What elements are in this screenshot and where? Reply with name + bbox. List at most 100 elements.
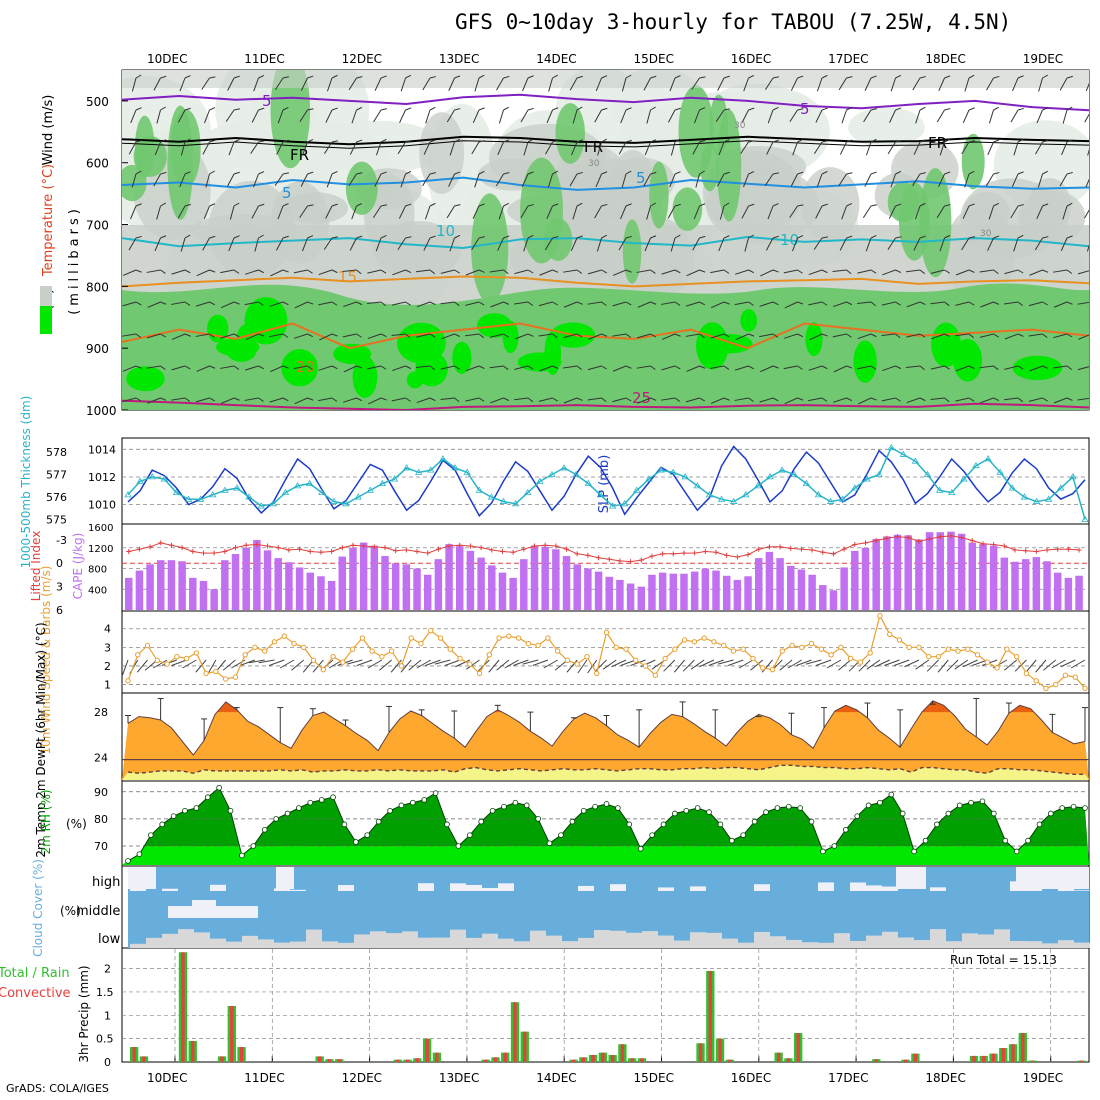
wind-barb-flag bbox=[821, 397, 828, 402]
precip-conv-bar bbox=[581, 1057, 586, 1062]
wind-barb bbox=[201, 77, 210, 90]
wind-barb bbox=[227, 77, 235, 91]
wind10m-marker bbox=[164, 661, 170, 667]
cape-bar bbox=[327, 580, 336, 610]
isotherm-line bbox=[122, 135, 1089, 146]
wind10m-barb bbox=[488, 659, 500, 673]
wind-barb bbox=[685, 333, 700, 337]
wind-barb-flag bbox=[454, 301, 460, 307]
wind-barb-flag bbox=[135, 203, 142, 207]
wind-barb bbox=[391, 301, 406, 306]
wind-barb-flag bbox=[723, 171, 730, 175]
precip-conv-bar bbox=[396, 1059, 400, 1062]
wind-barb bbox=[245, 269, 259, 275]
wind-barb-flag bbox=[699, 365, 706, 369]
wind-barb bbox=[122, 269, 137, 276]
rh-moist-blob bbox=[135, 115, 155, 178]
cape-bar bbox=[1064, 577, 1073, 610]
thickness-marker bbox=[1008, 484, 1017, 491]
thickness-marker bbox=[427, 466, 435, 473]
cape-bar bbox=[199, 580, 208, 610]
wind-barb bbox=[1036, 205, 1043, 219]
wind10m-barb bbox=[1051, 659, 1066, 669]
wind-barb-flag bbox=[307, 235, 314, 239]
rh-moist-blob bbox=[672, 187, 703, 231]
thickness-marker bbox=[402, 464, 411, 471]
wind-barb bbox=[710, 365, 725, 369]
thickness-marker bbox=[620, 500, 629, 507]
wind-barb bbox=[400, 77, 406, 92]
thickness-marker bbox=[1020, 493, 1029, 500]
wind-barb-flag bbox=[527, 107, 534, 111]
wind-barb-flag bbox=[674, 138, 681, 143]
wind-barb-flag bbox=[895, 236, 902, 239]
wind-barb-flag bbox=[772, 203, 779, 207]
wind10m-marker bbox=[310, 657, 317, 664]
precip-conv-bar bbox=[191, 1040, 195, 1062]
wind-barb-flag bbox=[380, 269, 387, 274]
wind-barb bbox=[838, 77, 847, 91]
wind-barb-flag bbox=[307, 108, 314, 111]
wind-barb bbox=[718, 237, 725, 252]
wind-barb-flag bbox=[870, 301, 876, 307]
cape-bar bbox=[808, 574, 816, 610]
cape-tick-label: 800 bbox=[88, 565, 107, 576]
wind-barb-flag bbox=[1066, 235, 1073, 239]
wind-barb-flag bbox=[1017, 75, 1024, 79]
wind-barb bbox=[1087, 148, 1089, 156]
wind-barb-flag bbox=[478, 365, 485, 369]
rh2m-marker bbox=[170, 813, 177, 819]
wind-barb bbox=[416, 269, 431, 273]
precip-conv-bar bbox=[698, 1043, 703, 1062]
wind-barb-flag bbox=[160, 301, 167, 305]
thickness-marker bbox=[160, 475, 169, 482]
wind-barb-flag bbox=[454, 204, 461, 207]
wind-barb bbox=[832, 333, 847, 338]
wind-barb bbox=[1010, 109, 1019, 123]
rh2m-marker bbox=[523, 802, 530, 809]
cape-bar bbox=[370, 545, 379, 610]
wind-barb-flag bbox=[601, 203, 608, 207]
rh-saturated-blob bbox=[517, 352, 562, 372]
thickness-marker bbox=[1044, 495, 1053, 502]
wind-barb-flag bbox=[1066, 139, 1073, 143]
wind-barb-flag bbox=[895, 140, 902, 143]
wind10m-barb bbox=[866, 659, 881, 670]
wind-barb bbox=[269, 301, 284, 307]
label-cloud-low: low bbox=[98, 932, 121, 947]
cape-bar bbox=[541, 546, 549, 610]
cloud-low-block bbox=[802, 942, 818, 948]
wind-barb-flag bbox=[478, 107, 485, 111]
wind-barb bbox=[644, 141, 651, 156]
rh-gray-blob bbox=[1018, 190, 1086, 244]
cape-bar bbox=[776, 558, 784, 610]
wind-barb bbox=[979, 269, 994, 273]
wind-barb-flag bbox=[576, 139, 583, 143]
wind-barb bbox=[612, 301, 627, 307]
wind-barb-flag bbox=[797, 269, 803, 274]
wind-barb bbox=[391, 397, 406, 402]
cape-bar bbox=[712, 570, 720, 610]
rh2m-marker bbox=[1025, 837, 1031, 844]
wind-barb-flag bbox=[1042, 139, 1049, 143]
wind10m-barb bbox=[425, 659, 441, 666]
wind-barb bbox=[465, 365, 480, 372]
cloud-low-block bbox=[722, 938, 738, 948]
wind-barb bbox=[612, 269, 627, 276]
contour-label: 25 bbox=[632, 389, 651, 407]
wind-tick-label: 4 bbox=[104, 623, 111, 636]
credit-label: GrADS: COLA/IGES bbox=[6, 1082, 109, 1095]
wind-barb bbox=[514, 365, 529, 370]
wind-barb-flag bbox=[405, 333, 411, 339]
wind-barb bbox=[514, 269, 529, 275]
wind-barb-flag bbox=[552, 236, 559, 239]
wind10m-barb bbox=[543, 659, 558, 669]
wind-barb bbox=[881, 333, 896, 336]
wind10m-marker bbox=[379, 653, 385, 660]
wind-barb bbox=[906, 269, 921, 273]
wind10m-marker bbox=[301, 644, 307, 651]
wind-barb-flag bbox=[895, 397, 901, 402]
wind-barb bbox=[669, 173, 676, 188]
wind-barb bbox=[661, 397, 676, 401]
wind-barb-flag bbox=[1042, 333, 1048, 339]
